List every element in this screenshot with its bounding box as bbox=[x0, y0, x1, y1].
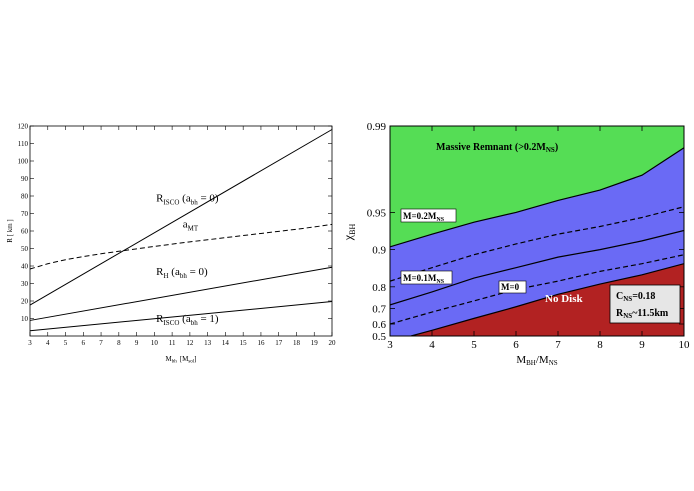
m02-label: M=0.2MNS bbox=[400, 208, 457, 223]
y-tick-label: 0.8 bbox=[372, 282, 386, 294]
y-tick-label: 70 bbox=[21, 210, 29, 218]
annotation-rh0: RH (abh = 0) bbox=[156, 266, 208, 280]
x-tick-label: 20 bbox=[329, 339, 337, 347]
curve-m005 bbox=[390, 254, 684, 325]
x-tick-label: 4 bbox=[429, 339, 435, 351]
svg-text:CNS=0.18: CNS=0.18 bbox=[616, 291, 655, 303]
y-tick-label: 110 bbox=[18, 140, 29, 148]
y-tick-label: 60 bbox=[21, 228, 29, 236]
y-tick-label: 100 bbox=[18, 158, 29, 166]
ns-parameters-box: CNS=0.18 RNS~11.5km bbox=[609, 284, 681, 324]
x-tick-label: 5 bbox=[64, 339, 68, 347]
x-tick-label: 19 bbox=[311, 339, 319, 347]
y-tick-label: 0.6 bbox=[372, 319, 386, 331]
x-tick-label: 5 bbox=[471, 339, 477, 351]
y-tick-label: 0.95 bbox=[367, 207, 387, 219]
x-tick-label: 6 bbox=[82, 339, 86, 347]
left-curves bbox=[29, 129, 333, 332]
right-region-chart: 3 4 5 6 7 8 9 10 0.50.6 0.7 0.8 0.9 0.95 0.99 Massive… bbox=[341, 121, 690, 367]
x-tick-label: 7 bbox=[99, 339, 103, 347]
left-axis-ticks: 3 4 5 6 7 8 9 10 11 12 13 14 15 16 17 18 19 20 10 20 30 40 50 6… bbox=[18, 123, 337, 348]
right-y-axis-label: χBH bbox=[341, 224, 357, 242]
x-tick-label: 9 bbox=[135, 339, 139, 347]
x-tick-label: 9 bbox=[639, 339, 645, 351]
right-x-axis-label: MBH/MNS bbox=[516, 354, 557, 367]
curve-m015 bbox=[390, 206, 684, 282]
y-tick-label: 30 bbox=[21, 280, 29, 288]
right-axis-ticks: 3 4 5 6 7 8 9 10 0.50.6 0.7 0.8 0.9 0.95 0.99 bbox=[367, 121, 690, 351]
annotation-amt: aMT bbox=[183, 219, 199, 233]
x-tick-label: 10 bbox=[151, 339, 159, 347]
m01-label: M=0.1MNS bbox=[400, 270, 453, 285]
x-tick-label: 11 bbox=[169, 339, 176, 347]
x-tick-label: 4 bbox=[46, 339, 50, 347]
svg-text:M=0.2MNS: M=0.2MNS bbox=[403, 211, 445, 223]
y-tick-label: 10 bbox=[21, 315, 29, 323]
x-tick-label: 14 bbox=[222, 339, 230, 347]
x-tick-label: 13 bbox=[204, 339, 212, 347]
x-tick-label: 8 bbox=[117, 339, 121, 347]
curve-m01 bbox=[390, 229, 684, 306]
x-tick-label: 18 bbox=[293, 339, 301, 347]
x-tick-label: 12 bbox=[186, 339, 194, 347]
y-tick-label: 0.9 bbox=[372, 245, 386, 257]
left-x-axis-label: Mbh [Msol] bbox=[166, 355, 197, 365]
line-rh0 bbox=[29, 266, 333, 321]
curve-m02 bbox=[390, 147, 684, 248]
y-tick-label: 0.7 bbox=[372, 304, 386, 316]
x-tick-label: 17 bbox=[275, 339, 283, 347]
annotation-risco0: RISCO (abh = 0) bbox=[156, 192, 219, 206]
massive-remnant-label: Massive Remnant (>0.2MNS) bbox=[436, 142, 558, 154]
x-tick-label: 16 bbox=[257, 339, 265, 347]
right-curves bbox=[390, 147, 684, 336]
x-tick-label: 6 bbox=[513, 339, 519, 351]
y-tick-label: 0.99 bbox=[367, 121, 387, 133]
y-tick-label: 0.5 bbox=[372, 331, 386, 343]
x-tick-label: 3 bbox=[387, 339, 393, 351]
x-tick-label: 3 bbox=[28, 339, 32, 347]
no-disk-label: No Disk bbox=[545, 293, 583, 305]
left-y-axis-label: R [ km ] bbox=[6, 219, 14, 243]
y-tick-label: 120 bbox=[18, 123, 29, 131]
y-tick-label: 90 bbox=[21, 175, 29, 183]
x-tick-label: 8 bbox=[597, 339, 603, 351]
m0-label: M=0 bbox=[498, 280, 527, 294]
x-tick-label: 10 bbox=[679, 339, 691, 351]
svg-text:M=0.1MNS: M=0.1MNS bbox=[403, 273, 445, 285]
x-tick-label: 15 bbox=[240, 339, 248, 347]
x-tick-label: 7 bbox=[555, 339, 561, 351]
line-amt bbox=[29, 223, 333, 270]
right-plot-frame bbox=[389, 125, 685, 337]
left-line-chart: 3 4 5 6 7 8 9 10 11 12 13 14 15 16 17 18 19 20 10 20 30 40 50 6… bbox=[6, 123, 336, 365]
line-risco0 bbox=[29, 129, 333, 306]
curve-m0 bbox=[410, 263, 684, 336]
left-annotations: RISCO (abh = 0) aMT RH (abh = 0) RISCO (abh… bbox=[156, 192, 219, 327]
y-tick-label: 20 bbox=[21, 298, 29, 306]
line-risco1 bbox=[29, 301, 333, 332]
y-tick-label: 80 bbox=[21, 193, 29, 201]
y-tick-label: 50 bbox=[21, 245, 29, 253]
y-tick-label: 40 bbox=[21, 263, 29, 271]
svg-text:RNS~11.5km: RNS~11.5km bbox=[616, 308, 669, 320]
svg-text:M=0: M=0 bbox=[501, 282, 520, 292]
left-plot-frame bbox=[29, 125, 333, 337]
annotation-risco1: RISCO (abh = 1) bbox=[156, 313, 219, 327]
